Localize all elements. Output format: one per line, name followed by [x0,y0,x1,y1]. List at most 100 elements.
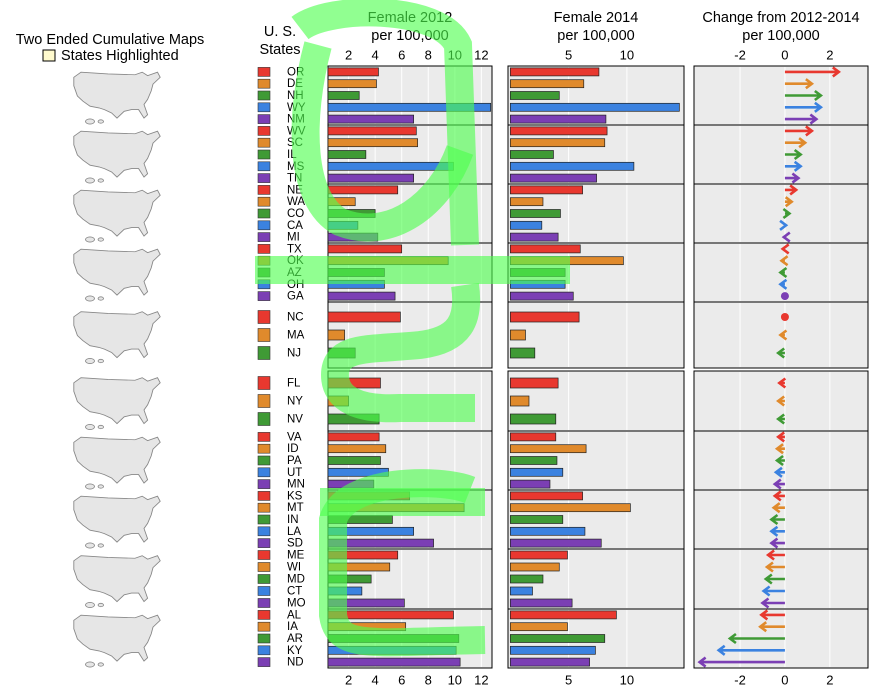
state-color-swatch [257,196,271,207]
map-inset [85,542,95,549]
bar [327,657,461,667]
state-map [73,614,161,668]
change-dot [780,313,789,321]
bar [509,232,559,242]
change-arrow [763,573,785,585]
change-arrow [779,219,789,231]
overlay-stroke [291,41,474,242]
state-label: IL [287,149,297,161]
x-tick-label: 5 [565,47,572,62]
state-color-swatch [257,137,271,148]
change-arrow [769,537,785,549]
state-label: NJ [287,348,301,360]
state-color-swatch [257,310,271,324]
map-inset [85,236,95,243]
panel-subtitle: per 100,000 [557,28,634,44]
change-arrow [784,148,803,161]
state-color-swatch [257,491,271,501]
map-inset [85,483,95,490]
state-map [73,248,161,302]
bar [327,311,401,323]
state-color-swatch [257,161,271,172]
bar [509,586,533,596]
change-arrow [764,561,785,573]
x-tick-label: -2 [734,47,746,62]
state-color-swatch [257,173,271,183]
bar [509,413,557,425]
change-arrow [784,113,819,125]
x-tick-label: 0 [781,672,788,687]
x-tick-label: 2 [826,672,833,687]
state-color-swatch [257,432,271,442]
bar [509,456,558,465]
state-label: MO [287,598,306,610]
change-arrow [716,644,785,656]
change-arrow [769,525,785,537]
change-arrow [784,66,841,78]
state-label: UT [287,467,302,479]
state-color-swatch [257,90,271,101]
bar [509,526,586,536]
change-arrow [782,207,792,220]
state-label: ID [287,443,299,455]
change-arrow [777,377,787,389]
x-tick-label: 2 [826,47,833,62]
map-inset [97,662,104,667]
state-color-swatch [257,394,271,408]
panel-title: Female 2014 [554,10,639,26]
state-label: TX [287,243,302,255]
bar [509,197,544,207]
state-label: AL [287,609,302,621]
bar [509,645,596,655]
change-dot [780,292,789,301]
panel-title: Change from 2012-2014 [702,10,859,26]
x-tick-label: 12 [474,47,488,62]
state-color-swatch [257,412,271,426]
state-map [73,436,161,490]
change-arrow [784,89,824,102]
state-label: MI [287,232,300,244]
change-arrow [776,413,785,425]
bar [509,550,568,560]
change-arrow [761,585,785,597]
change-arrow [784,137,808,149]
change-arrow [769,513,785,526]
change-arrow [758,621,785,633]
x-tick-label: 4 [372,672,379,687]
map-inset [97,358,104,364]
bar [509,209,561,218]
state-map [73,495,161,549]
state-color-swatch [257,633,271,644]
x-tick-label: 10 [620,672,634,687]
bar [327,102,492,112]
x-tick-label: 5 [565,672,572,687]
x-tick-label: 2 [345,672,352,687]
state-label: CO [287,208,304,220]
bar [327,444,387,454]
x-tick-label: 10 [448,672,462,687]
highlighter-overlay [255,0,570,657]
state-color-swatch [257,526,271,537]
map-inset [85,177,95,184]
bar [509,610,617,620]
x-tick-label: 6 [398,672,405,687]
state-color-swatch [257,185,271,195]
x-tick-label: 8 [425,47,432,62]
state-label: SD [287,538,303,550]
state-label: IA [287,621,298,633]
change-arrow [778,329,788,341]
bar [509,291,574,301]
state-color-swatch [257,208,271,219]
state-label: WA [287,196,305,208]
state-color-swatch [257,376,271,390]
change-arrow [760,597,785,609]
map-inset [85,424,95,430]
map-inset [85,295,95,302]
bar [327,432,380,442]
maps-title: Two Ended Cumulative Maps [16,32,205,48]
map-outline [73,130,161,178]
states-header: U. S. [264,24,296,40]
state-label: ND [287,657,304,669]
legend-swatch [42,49,56,62]
